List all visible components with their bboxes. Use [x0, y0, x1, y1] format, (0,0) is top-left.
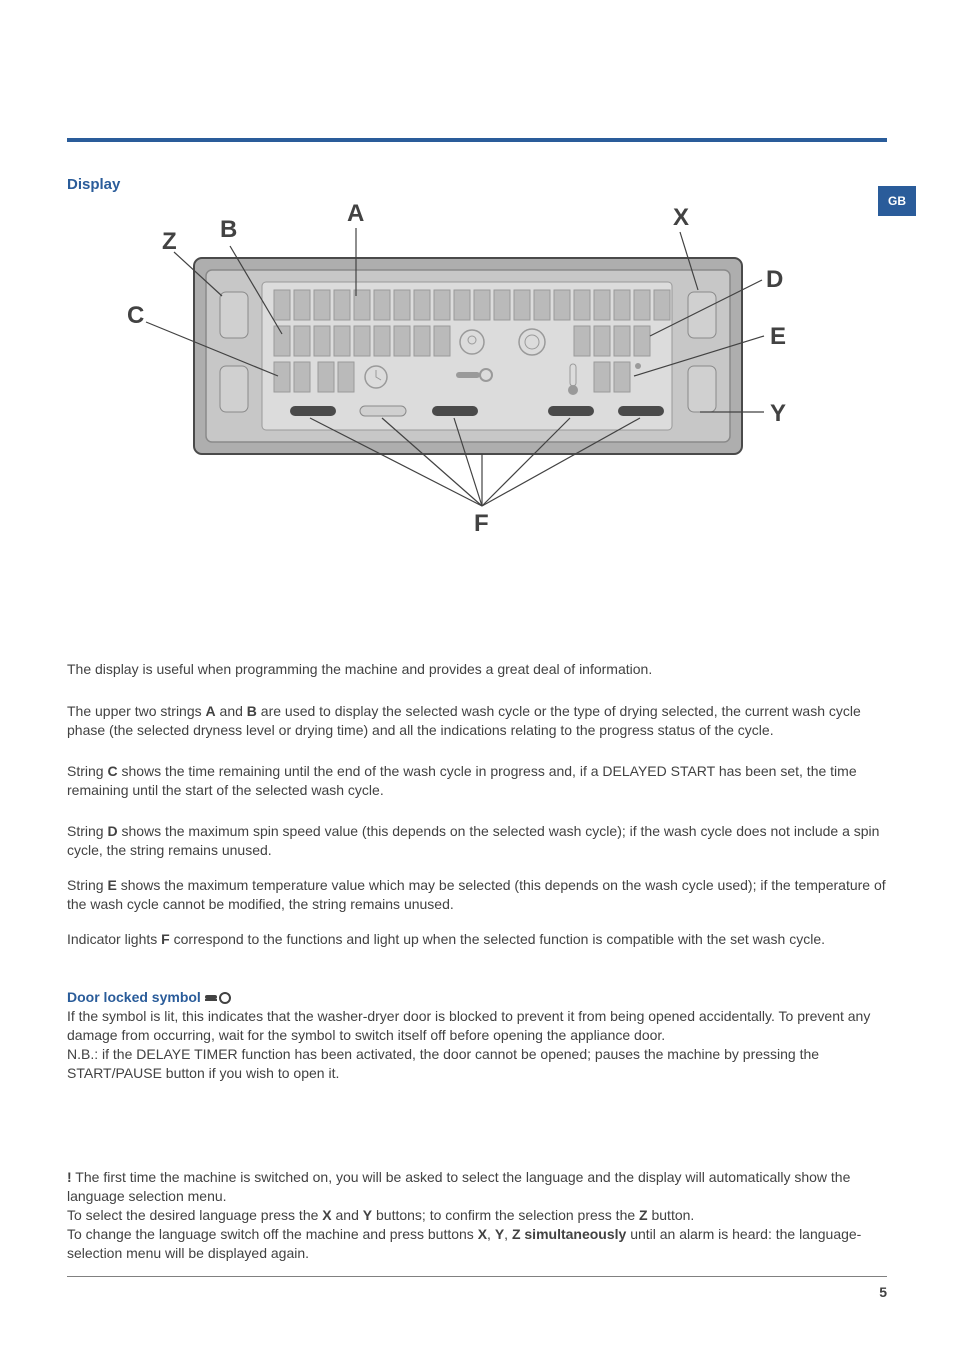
label-a: A: [347, 200, 364, 228]
door-locked-section: Door locked symbol If the symbol is lit,…: [67, 988, 887, 1082]
paragraph-c: String C shows the time remaining until …: [67, 762, 887, 800]
label-z: Z: [162, 228, 177, 256]
label-x: X: [673, 204, 689, 232]
label-f: F: [474, 510, 489, 538]
paragraph-ab: The upper two strings A and B are used t…: [67, 702, 887, 740]
rule-top: [67, 138, 887, 142]
paragraph-e: String E shows the maximum temperature v…: [67, 876, 887, 914]
language-section: ! The first time the machine is switched…: [67, 1168, 887, 1262]
page-number: 5: [879, 1284, 887, 1300]
door-lock-icon: [205, 992, 231, 1004]
paragraph-d: String D shows the maximum spin speed va…: [67, 822, 887, 860]
paragraph-f: Indicator lights F correspond to the fun…: [67, 930, 887, 949]
label-e: E: [770, 323, 786, 351]
rule-bottom: [67, 1276, 887, 1277]
section-title: Display: [67, 176, 120, 193]
display-svg: [94, 196, 798, 552]
label-c: C: [127, 302, 144, 330]
label-b: B: [220, 216, 237, 244]
label-y: Y: [770, 400, 786, 428]
language-badge: GB: [878, 186, 916, 216]
label-d: D: [766, 266, 783, 294]
display-diagram: Z B A X D C E Y F: [94, 196, 798, 552]
paragraph-intro: The display is useful when programming t…: [67, 660, 887, 679]
door-locked-heading: Door locked symbol: [67, 989, 205, 1005]
